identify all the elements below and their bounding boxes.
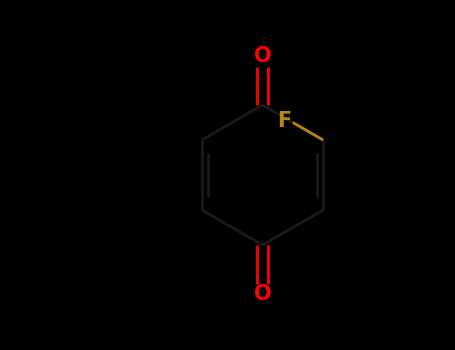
Text: O: O bbox=[254, 46, 271, 66]
Text: O: O bbox=[254, 284, 271, 304]
Text: F: F bbox=[277, 111, 291, 131]
